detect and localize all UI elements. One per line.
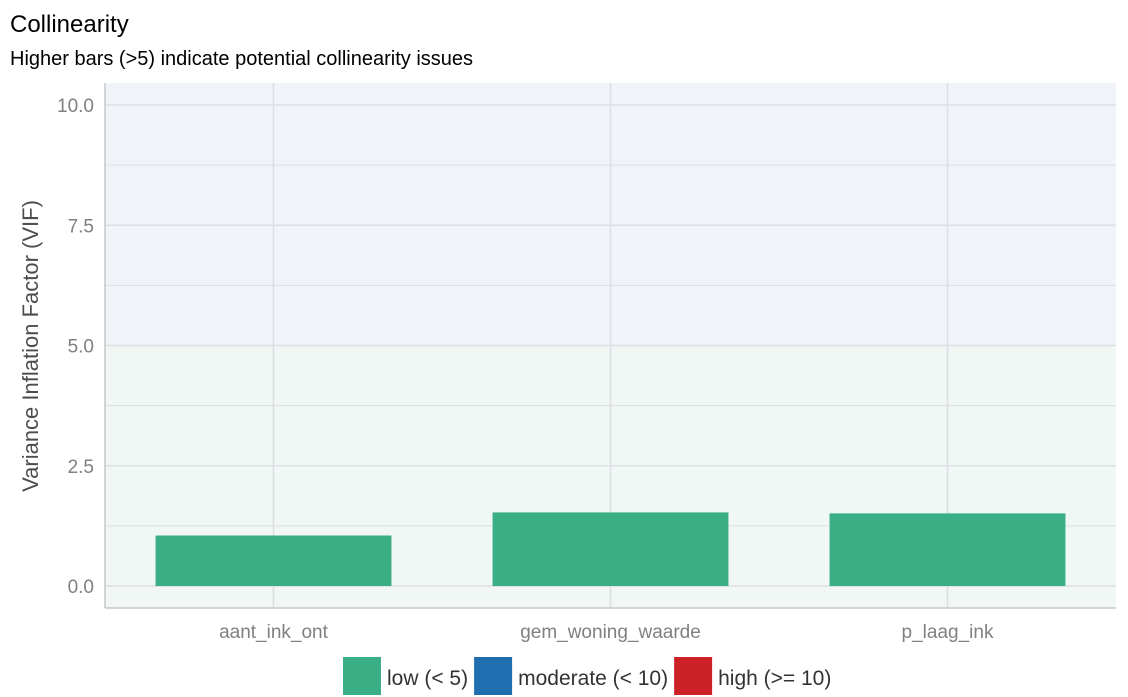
- chart-title: Collinearity: [10, 11, 129, 38]
- x-tick-labels: aant_ink_ont gem_woning_waarde p_laag_ink: [219, 622, 994, 643]
- axes: [104, 83, 1116, 609]
- legend-label-1: moderate (< 10): [518, 667, 668, 690]
- bar-aant_ink_ont: [155, 535, 392, 586]
- legend-swatch-0: [343, 657, 381, 695]
- legend: low (< 5) moderate (< 10) high (>= 10): [343, 657, 831, 695]
- bars: [155, 512, 1066, 586]
- y-tick-label: 0.0: [68, 577, 94, 598]
- y-tick-label: 10.0: [57, 96, 94, 117]
- legend-swatch-2: [674, 657, 713, 695]
- legend-label-0: low (< 5): [387, 667, 468, 690]
- x-tick-label: p_laag_ink: [902, 622, 994, 643]
- y-tick-labels: 0.0 2.5 5.0 7.5 10.0: [57, 96, 94, 598]
- x-tick-label: aant_ink_ont: [219, 622, 329, 643]
- y-axis-label: Variance Inflation Factor (VIF): [18, 200, 43, 492]
- y-tick-label: 2.5: [68, 457, 94, 478]
- grid-lines: [105, 83, 1116, 608]
- x-tick-label: gem_woning_waarde: [520, 622, 701, 643]
- legend-label-2: high (>= 10): [718, 667, 831, 690]
- y-tick-label: 5.0: [68, 337, 94, 358]
- bar-gem_woning_waarde: [492, 512, 729, 586]
- bar-p_laag_ink: [829, 513, 1066, 586]
- legend-swatch-1: [474, 657, 513, 695]
- y-tick-label: 7.5: [68, 216, 94, 237]
- chart-subtitle: Higher bars (>5) indicate potential coll…: [10, 48, 473, 70]
